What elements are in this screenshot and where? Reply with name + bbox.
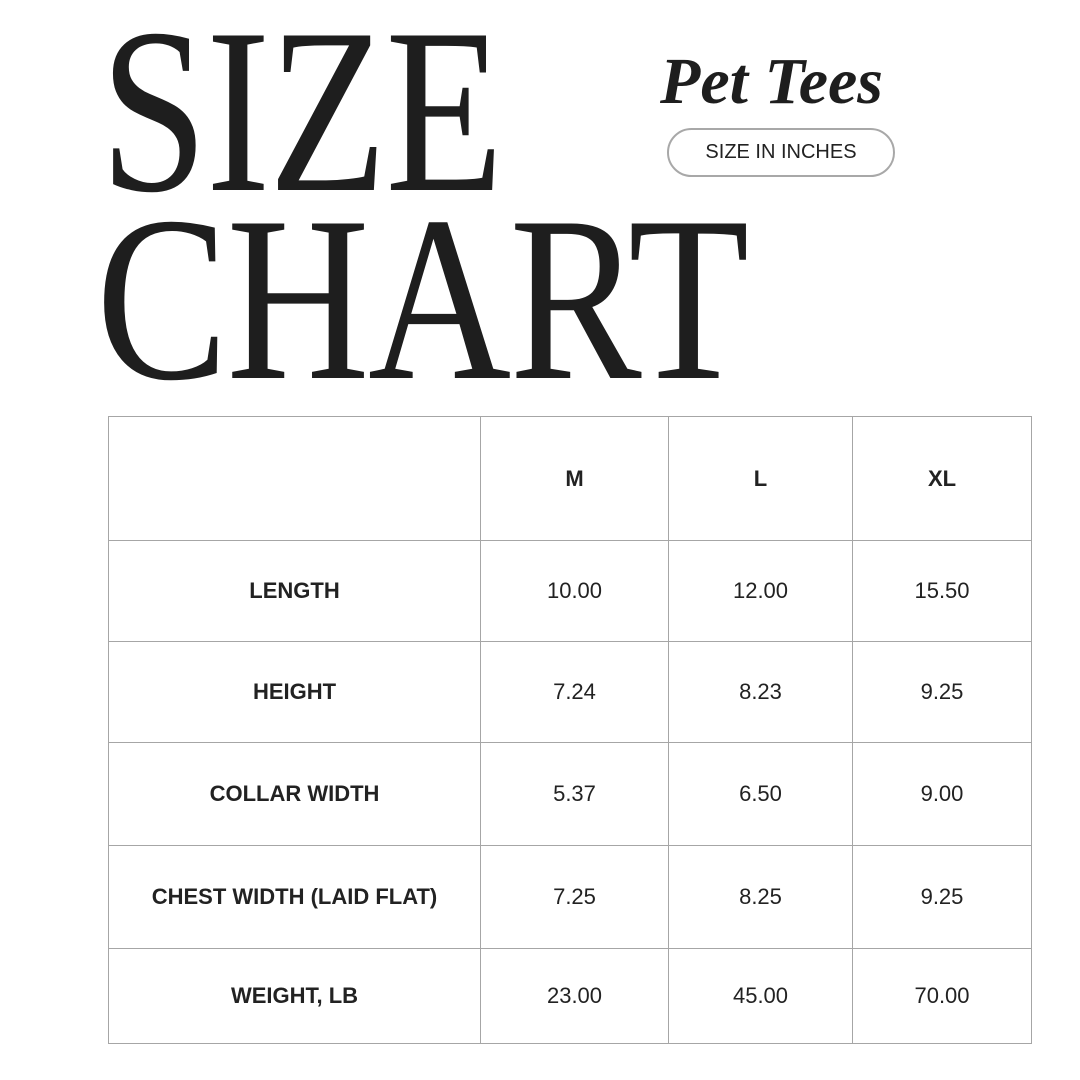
cell-value: 5.37: [480, 742, 669, 846]
cell-value: 8.23: [668, 641, 853, 743]
cell-value: 7.25: [480, 845, 669, 949]
table-row: COLLAR WIDTH 5.37 6.50 9.00: [108, 742, 1032, 846]
cell-value: 9.25: [852, 641, 1032, 743]
row-label: HEIGHT: [108, 641, 481, 743]
cell-value: 12.00: [668, 540, 853, 642]
column-header: XL: [852, 416, 1032, 541]
brand-name: Pet Tees: [660, 45, 883, 118]
table-row: LENGTH 10.00 12.00 15.50: [108, 540, 1032, 642]
row-label: LENGTH: [108, 540, 481, 642]
header-row: M L XL: [108, 416, 1032, 541]
cell-value: 9.25: [852, 845, 1032, 949]
unit-badge: SIZE IN INCHES: [667, 128, 895, 177]
cell-value: 7.24: [480, 641, 669, 743]
cell-value: 10.00: [480, 540, 669, 642]
cell-value: 8.25: [668, 845, 853, 949]
size-table: M L XL LENGTH 10.00 12.00 15.50 HEIGHT 7.24 8.23 9…: [108, 416, 1032, 1044]
table-row: WEIGHT, LB 23.00 45.00 70.00: [108, 948, 1032, 1044]
row-label: CHEST WIDTH (LAID FLAT): [108, 845, 481, 949]
cell-value: 45.00: [668, 948, 853, 1044]
row-label: COLLAR WIDTH: [108, 742, 481, 846]
cell-value: 15.50: [852, 540, 1032, 642]
row-label: WEIGHT, LB: [108, 948, 481, 1044]
cell-value: 6.50: [668, 742, 853, 846]
table-row: CHEST WIDTH (LAID FLAT) 7.25 8.25 9.25: [108, 845, 1032, 949]
cell-value: 70.00: [852, 948, 1032, 1044]
table-row: HEIGHT 7.24 8.23 9.25: [108, 641, 1032, 743]
column-header: L: [668, 416, 853, 541]
column-header: M: [480, 416, 669, 541]
title-line-2: CHART: [96, 169, 749, 430]
cell-value: 9.00: [852, 742, 1032, 846]
title-line-1: SIZE: [100, 0, 504, 242]
column-header: [108, 416, 481, 541]
cell-value: 23.00: [480, 948, 669, 1044]
